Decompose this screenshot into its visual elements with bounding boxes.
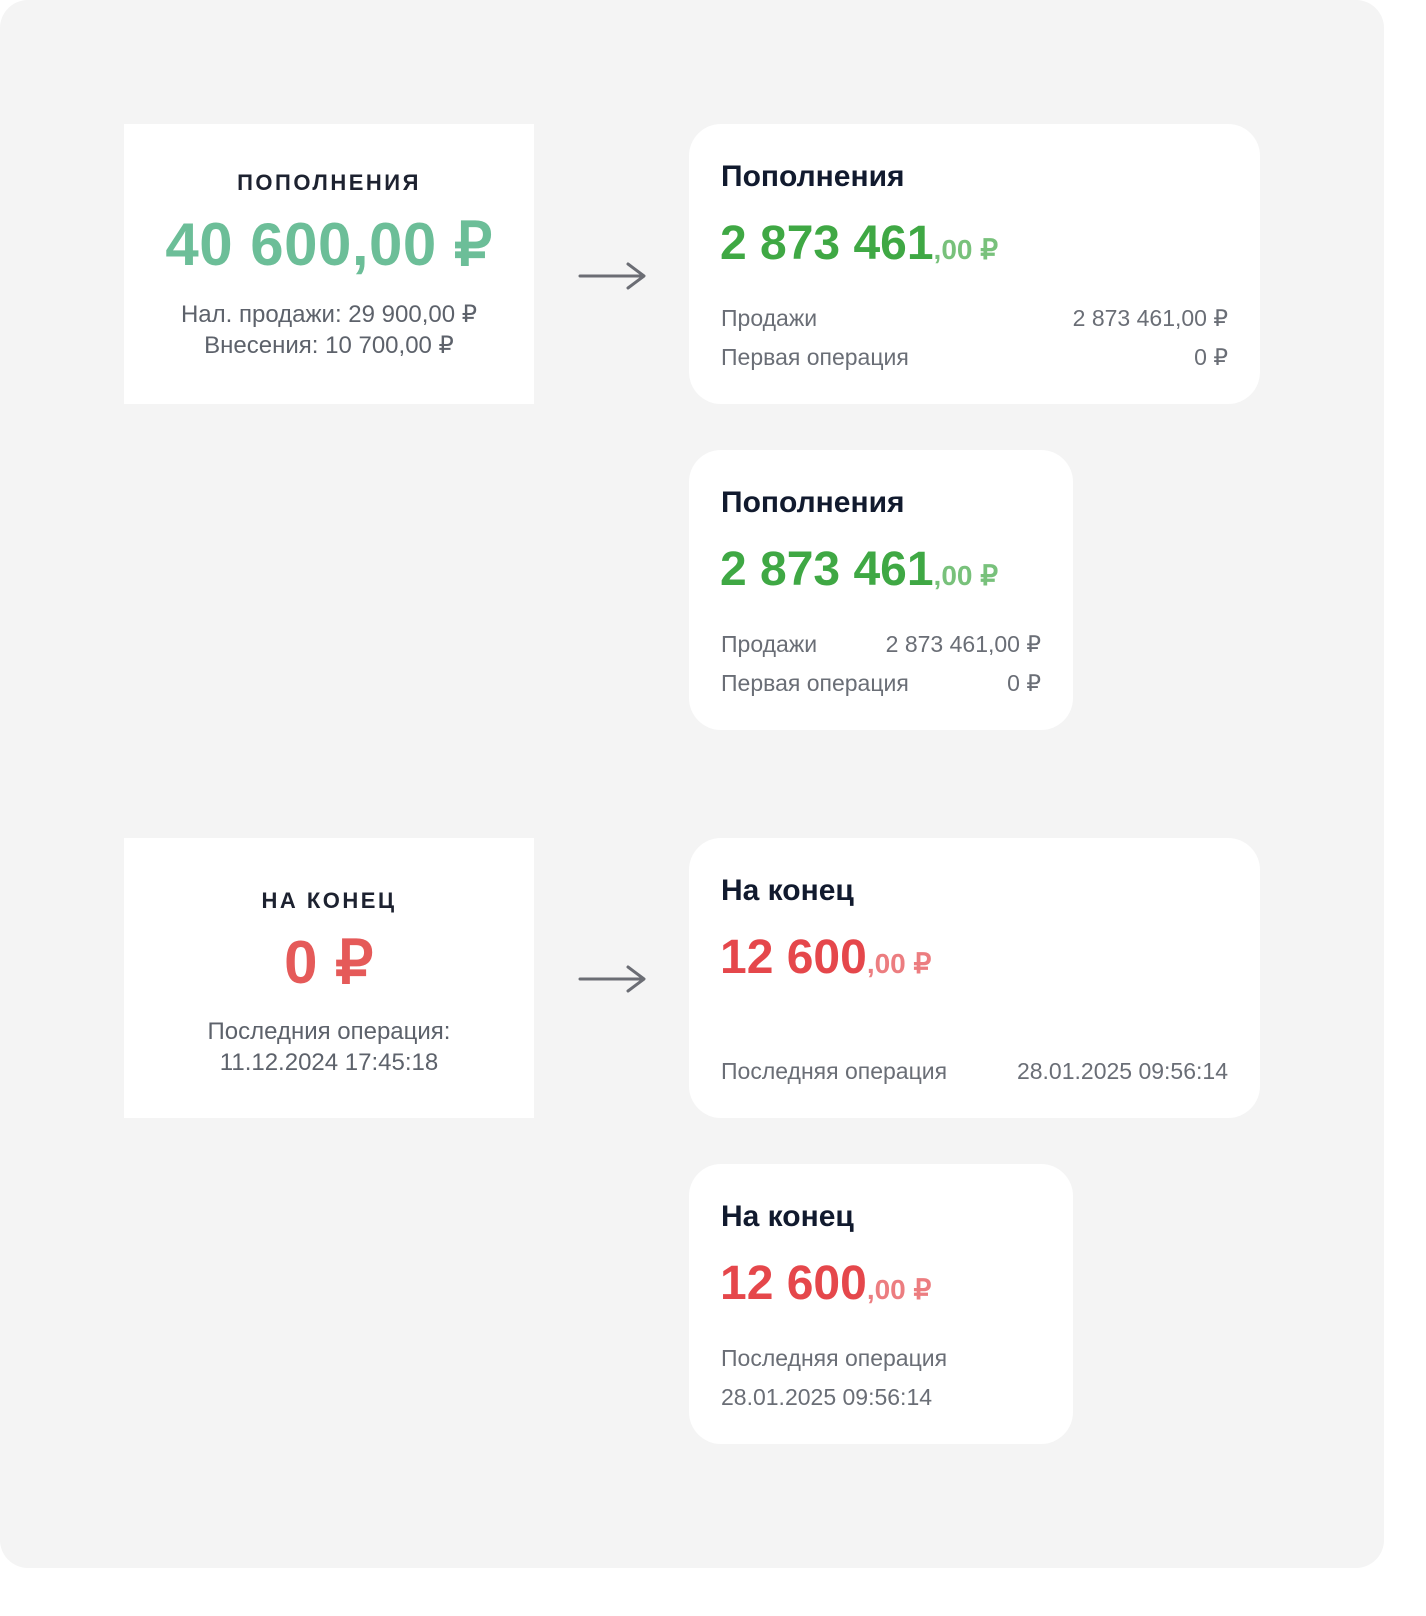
new-ending-card-wide: На конец 12 600,00 ₽ Последняя операция … xyxy=(689,838,1260,1118)
old-cash-sales: Нал. продажи: 29 900,00 ₽ xyxy=(180,301,478,328)
replenishment-amount-fraction: ,00 ₽ xyxy=(933,560,999,591)
old-last-operation-label: Последния операция: xyxy=(207,1018,451,1045)
replenishment-amount-fraction: ,00 ₽ xyxy=(933,234,999,265)
replenishment-amount-whole: 2 873 461 xyxy=(720,217,934,270)
first-operation-row: Первая операция 0 ₽ xyxy=(721,670,1041,697)
old-ending-title: НА КОНЕЦ xyxy=(261,888,397,913)
ending-amount-fraction: ,00 ₽ xyxy=(866,1274,932,1305)
replenishment-amount-whole: 2 873 461 xyxy=(720,543,934,596)
sales-row: Продажи 2 873 461,00 ₽ xyxy=(721,305,1228,332)
last-operation-label: Последняя операция xyxy=(721,1058,948,1084)
new-replenishment-card-wide: Пополнения 2 873 461,00 ₽ Продажи 2 873 … xyxy=(689,124,1260,404)
old-ending-card: НА КОНЕЦ 0 ₽ Последния операция: 11.12.2… xyxy=(124,838,534,1118)
ending-amount-fraction: ,00 ₽ xyxy=(866,948,932,979)
ending-amount-whole: 12 600 xyxy=(720,1257,867,1310)
first-operation-label: Первая операция xyxy=(721,670,909,696)
sales-label: Продажи xyxy=(721,305,818,331)
last-operation-value: 28.01.2025 09:56:14 xyxy=(1016,1058,1228,1084)
replenishment-title: Пополнения xyxy=(721,160,905,193)
ending-title: На конец xyxy=(721,874,854,907)
sales-value: 2 873 461,00 ₽ xyxy=(1072,305,1228,331)
ending-amount: 12 600,00 ₽ xyxy=(720,934,931,982)
last-operation-label: Последняя операция xyxy=(721,1345,948,1371)
old-replenishment-card: ПОПОЛНЕНИЯ 40 600,00 ₽ Нал. продажи: 29 … xyxy=(124,124,534,404)
replenishment-amount: 2 873 461,00 ₽ xyxy=(720,546,998,594)
first-operation-row: Первая операция 0 ₽ xyxy=(721,344,1228,371)
first-operation-value: 0 ₽ xyxy=(1194,344,1228,370)
replenishment-amount: 2 873 461,00 ₽ xyxy=(720,220,998,268)
arrow-right-icon xyxy=(578,262,646,290)
ending-title: На конец xyxy=(721,1200,854,1233)
sales-label: Продажи xyxy=(721,631,818,657)
ending-amount-whole: 12 600 xyxy=(720,931,867,984)
new-replenishment-card-narrow: Пополнения 2 873 461,00 ₽ Продажи 2 873 … xyxy=(689,450,1073,730)
first-operation-value: 0 ₽ xyxy=(1007,670,1041,696)
old-last-operation-value: 11.12.2024 17:45:18 xyxy=(219,1049,439,1076)
old-replenishment-amount: 40 600,00 ₽ xyxy=(165,211,493,278)
first-operation-label: Первая операция xyxy=(721,344,909,370)
sales-value: 2 873 461,00 ₽ xyxy=(885,631,1041,657)
last-operation-row: Последняя операция 28.01.2025 09:56:14 xyxy=(721,1058,1228,1085)
replenishment-title: Пополнения xyxy=(721,486,905,519)
sales-row: Продажи 2 873 461,00 ₽ xyxy=(721,631,1041,658)
last-operation-value: 28.01.2025 09:56:14 xyxy=(721,1384,933,1410)
old-replenishment-title: ПОПОЛНЕНИЯ xyxy=(237,170,421,195)
new-ending-card-narrow: На конец 12 600,00 ₽ Последняя операция … xyxy=(689,1164,1073,1444)
arrow-right-icon xyxy=(578,965,646,993)
comparison-canvas: ПОПОЛНЕНИЯ 40 600,00 ₽ Нал. продажи: 29 … xyxy=(0,0,1384,1568)
old-ending-amount: 0 ₽ xyxy=(284,929,374,996)
old-deposits: Внесения: 10 700,00 ₽ xyxy=(204,332,454,359)
ending-amount: 12 600,00 ₽ xyxy=(720,1260,931,1308)
